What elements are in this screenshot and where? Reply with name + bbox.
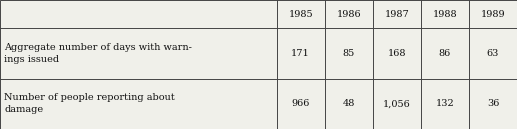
- Text: ings issued: ings issued: [4, 55, 59, 64]
- Text: 1986: 1986: [337, 10, 361, 19]
- Text: 1987: 1987: [385, 10, 409, 19]
- Text: 63: 63: [487, 49, 499, 58]
- Text: 48: 48: [343, 99, 355, 108]
- Text: 168: 168: [388, 49, 406, 58]
- Text: 1989: 1989: [481, 10, 505, 19]
- Text: 1988: 1988: [433, 10, 457, 19]
- Text: 132: 132: [435, 99, 454, 108]
- Text: 1,056: 1,056: [383, 99, 410, 108]
- Text: 36: 36: [487, 99, 499, 108]
- Text: damage: damage: [4, 105, 43, 114]
- Text: 966: 966: [292, 99, 310, 108]
- Text: Aggregate number of days with warn-: Aggregate number of days with warn-: [4, 43, 192, 52]
- Text: 85: 85: [343, 49, 355, 58]
- Text: 86: 86: [439, 49, 451, 58]
- Text: 1985: 1985: [288, 10, 313, 19]
- Text: 171: 171: [291, 49, 310, 58]
- Text: Number of people reporting about: Number of people reporting about: [4, 93, 175, 102]
